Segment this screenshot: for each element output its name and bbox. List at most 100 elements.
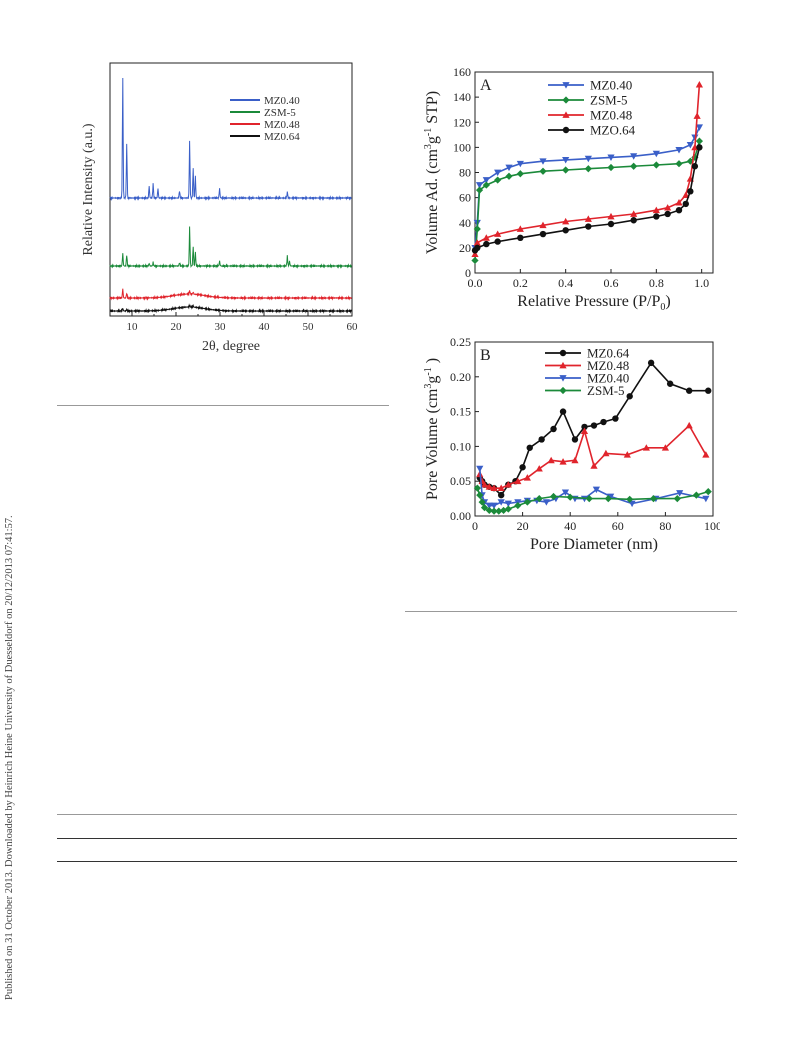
data-point-MZ0.40 [686,141,694,149]
xrd-series-MZ0.40 [109,77,352,201]
data-point-MZ0.48 [623,451,631,458]
data-point-MZO.64 [691,163,699,170]
data-point-MZ0.64 [600,418,607,426]
download-notice: Published on 31 October 2013. Downloaded… [4,515,15,1000]
data-point-MZ0.48 [473,239,481,246]
legend-label-MZO.64: MZO.64 [590,123,636,138]
data-point-MZO.64 [687,188,694,195]
x-tick-label: 80 [659,519,671,533]
data-point-ZSM-5 [562,166,570,174]
y-tick-label: 0.20 [450,370,471,384]
data-point-MZ0.48 [547,456,555,464]
data-point-MZ0.64 [647,359,655,367]
data-point-MZ0.48 [682,191,690,198]
y-tick-label: 0 [465,266,471,280]
legend-marker-MZ0.40 [559,375,567,382]
x-tick-label: 40 [564,519,576,533]
y-tick-label: 140 [453,90,471,104]
data-point-MZ0.48 [590,462,598,469]
data-point-ZSM-5 [494,176,502,184]
legend-label-MZ0.40: MZ0.40 [590,78,632,93]
data-point-ZSM-5 [539,167,547,175]
data-point-ZSM-5 [499,506,508,515]
y-tick-label: 160 [453,65,471,79]
data-point-MZ0.48 [482,234,490,241]
data-point-ZSM-5 [584,165,592,173]
y-axis-label: Relative Intensity (a.u.) [81,123,96,256]
legend-marker-MZ0.40 [562,82,570,89]
x-tick-label: 50 [303,321,315,333]
legend-marker-MZO.64 [562,126,570,134]
data-point-MZ0.40 [516,160,524,168]
data-point-MZ0.48 [693,112,701,119]
legend-label-ZSM-5: ZSM-5 [264,107,296,119]
data-point-ZSM-5 [691,153,699,162]
y-tick-label: 100 [453,140,471,154]
data-point-MZ0.40 [497,499,505,506]
data-point-MZ0.64 [526,444,533,451]
data-point-MZ0.40 [475,182,484,189]
y-tick-label: 0.00 [450,509,471,523]
data-point-MZ0.64 [626,393,633,400]
data-point-MZ0.40 [494,169,502,177]
data-point-MZ0.48 [539,221,547,229]
data-point-MZ0.48 [490,484,498,492]
x-tick-label: 1.0 [694,276,709,290]
data-point-MZ0.64 [705,387,712,394]
data-point-MZ0.40 [630,153,638,160]
data-point-MZ0.40 [675,147,683,154]
data-point-MZO.64 [494,238,501,245]
data-point-MZ0.64 [581,423,588,431]
data-point-MZO.64 [562,227,569,234]
legend-label-MZ0.48: MZ0.48 [590,108,632,123]
data-point-MZ0.48 [685,421,693,429]
x-tick-label: 0.8 [649,276,664,290]
data-point-MZ0.64 [519,464,526,471]
figure1-rule [57,405,389,406]
data-point-MZ0.40 [562,157,570,164]
data-point-MZO.64 [483,240,490,248]
data-point-MZ0.40 [607,493,615,501]
data-point-MZ0.64 [612,415,619,422]
data-point-MZ0.48 [664,204,672,211]
data-point-MZ0.40 [592,486,600,494]
data-point-MZ0.48 [562,217,570,225]
data-point-MZ0.64 [538,436,545,443]
data-point-MZ0.48 [695,80,703,88]
y-tick-label: 40 [459,216,471,230]
data-point-ZSM-5 [516,170,524,178]
legend-label-MZ0.40: MZ0.40 [587,371,629,386]
xrd-series-MZ0.64 [109,303,353,314]
data-point-MZ0.48 [602,449,610,457]
x-tick-label: 0.4 [558,276,573,290]
x-tick-label: 60 [347,321,359,333]
data-point-MZ0.40 [695,124,703,131]
data-point-MZ0.48 [652,206,660,214]
y-tick-label: 0.15 [450,405,471,419]
data-point-ZSM-5 [704,488,712,496]
data-point-ZSM-5 [652,161,660,169]
legend-label-MZ0.48: MZ0.48 [587,358,629,373]
x-tick-label: 0 [472,519,478,533]
data-point-MZ0.48 [702,451,710,458]
x-tick-label: 20 [517,519,529,533]
data-point-MZ0.48 [559,458,567,465]
x-tick-label: 10 [127,321,139,333]
data-point-ZSM-5 [686,157,694,165]
data-point-MZ0.40 [539,158,547,165]
data-point-MZ0.64 [550,425,557,433]
data-point-ZSM-5 [476,491,484,499]
data-point-MZO.64 [585,223,592,230]
data-point-MZO.64 [539,230,547,238]
xrd-series-MZ0.48 [109,288,353,301]
figure2-rule [405,611,737,612]
x-axis-label: Relative Pressure (P/P0) [517,293,670,313]
x-tick-label: 0.0 [468,276,483,290]
x-tick-label: 30 [215,321,227,333]
data-point-MZ0.48 [607,212,615,220]
data-point-ZSM-5 [607,163,615,172]
x-tick-label: 40 [259,321,271,333]
data-point-MZ0.48 [497,484,505,492]
data-point-MZ0.48 [580,427,589,434]
x-tick-label: 60 [612,519,624,533]
